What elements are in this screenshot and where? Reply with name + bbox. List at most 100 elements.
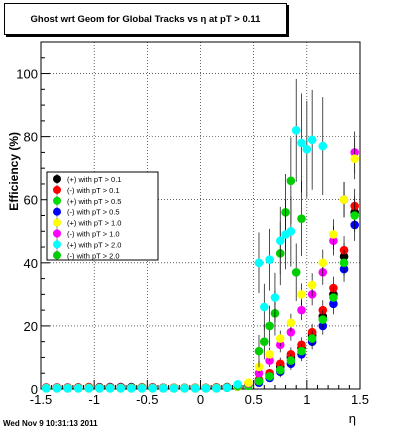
data-point: [286, 327, 296, 337]
series-6: [42, 78, 328, 393]
data-point: [291, 126, 301, 135]
data-point: [275, 236, 285, 246]
data-point: [265, 350, 274, 359]
data-point: [233, 379, 243, 389]
axes-frame: -1.5 -1 -0.5 0 0.5 1 1.5 0 20 40 60 80 100: [16, 41, 369, 407]
x-tick-label: 1.5: [351, 392, 369, 407]
legend-marker: [53, 175, 61, 183]
y-tick-label: 40: [24, 256, 38, 271]
legend-label: (+) with pT > 1.0: [67, 219, 121, 228]
data-point: [270, 293, 280, 302]
data-point: [318, 141, 328, 151]
data-point: [63, 384, 72, 393]
x-tick-label: 0: [197, 392, 204, 407]
data-point: [105, 384, 115, 393]
legend-label: (-) with pT > 0.1: [67, 186, 120, 195]
y-tick-label: 20: [24, 319, 38, 334]
legend-marker: [53, 207, 61, 216]
data-point: [329, 230, 338, 239]
chart-title: Ghost wrt Geom for Global Tracks vs η at…: [4, 3, 287, 35]
data-point: [254, 368, 264, 378]
data-point: [339, 195, 349, 205]
y-tick-label: 100: [16, 67, 38, 82]
data-point: [158, 384, 168, 393]
legend-marker: [53, 251, 61, 260]
data-point: [201, 384, 211, 393]
legend-marker: [53, 240, 61, 249]
data-point: [302, 144, 312, 154]
data-point: [339, 258, 349, 268]
data-point: [297, 346, 306, 356]
data-point: [297, 305, 306, 315]
data-point: [254, 346, 264, 356]
data-point: [95, 384, 104, 393]
data-point: [286, 318, 296, 328]
data-point: [254, 376, 264, 386]
legend: (+) with pT > 0.1 (-) with pT > 0.1 (+) wi…: [46, 171, 159, 261]
data-point: [275, 359, 285, 369]
timestamp-footer: Wed Nov 9 10:31:13 2011: [3, 419, 98, 428]
data-point: [350, 211, 359, 220]
data-point: [307, 135, 317, 145]
data-point: [127, 384, 136, 393]
x-tick-label: -1.5: [30, 392, 52, 407]
data-point: [42, 384, 51, 393]
data-point: [275, 334, 285, 343]
data-point: [52, 384, 62, 393]
data-point: [307, 280, 317, 290]
data-point: [137, 384, 147, 393]
data-point: [318, 305, 328, 315]
data-point: [190, 384, 200, 393]
data-point: [318, 315, 328, 324]
data-point: [265, 372, 274, 381]
data-point: [116, 384, 126, 393]
x-tick-label: -0.5: [136, 392, 158, 407]
legend-label: (-) with pT > 0.5: [67, 208, 120, 217]
data-point: [265, 321, 274, 331]
data-points: [42, 78, 359, 393]
y-axis-label: Efficiency (%): [7, 132, 21, 211]
data-point: [286, 356, 296, 365]
legend-box: [46, 171, 159, 261]
data-point: [169, 384, 179, 393]
legend-label: (+) with pT > 2.0: [67, 240, 121, 249]
legend-marker: [53, 185, 61, 194]
y-tick-label: 60: [24, 193, 38, 208]
legend-label: (-) with pT > 1.0: [67, 230, 120, 239]
data-point: [275, 365, 285, 375]
data-point: [297, 214, 306, 223]
data-point: [148, 384, 157, 393]
x-tick-label: -1: [88, 392, 100, 407]
legend-marker: [53, 229, 61, 238]
data-point: [307, 334, 317, 343]
legend-label: (+) with pT > 0.5: [67, 197, 121, 206]
legend-label: (+) with pT > 0.1: [67, 175, 121, 184]
data-point: [318, 258, 328, 268]
data-point: [222, 383, 232, 393]
data-point: [84, 384, 94, 393]
y-tick-label: 0: [31, 382, 38, 397]
data-point: [350, 154, 359, 164]
data-point: [254, 258, 264, 268]
data-point: [265, 255, 274, 264]
data-point: [286, 226, 296, 236]
x-axis-label: η: [349, 411, 356, 426]
data-point: [244, 378, 253, 387]
data-point: [260, 337, 269, 346]
x-tick-label: 0.5: [245, 392, 263, 407]
data-point: [180, 384, 189, 393]
data-point: [329, 293, 338, 302]
legend-marker: [53, 218, 61, 227]
data-point: [212, 384, 221, 393]
y-tick-label: 80: [24, 130, 38, 145]
x-tick-label: 1: [303, 392, 310, 407]
data-point: [297, 290, 306, 299]
legend-marker: [53, 196, 61, 205]
data-point: [260, 302, 269, 312]
data-point: [286, 176, 296, 186]
data-point: [291, 267, 301, 277]
legend-label: (-) with pT > 2.0: [67, 251, 120, 260]
data-point: [73, 384, 83, 393]
data-point: [297, 138, 306, 148]
